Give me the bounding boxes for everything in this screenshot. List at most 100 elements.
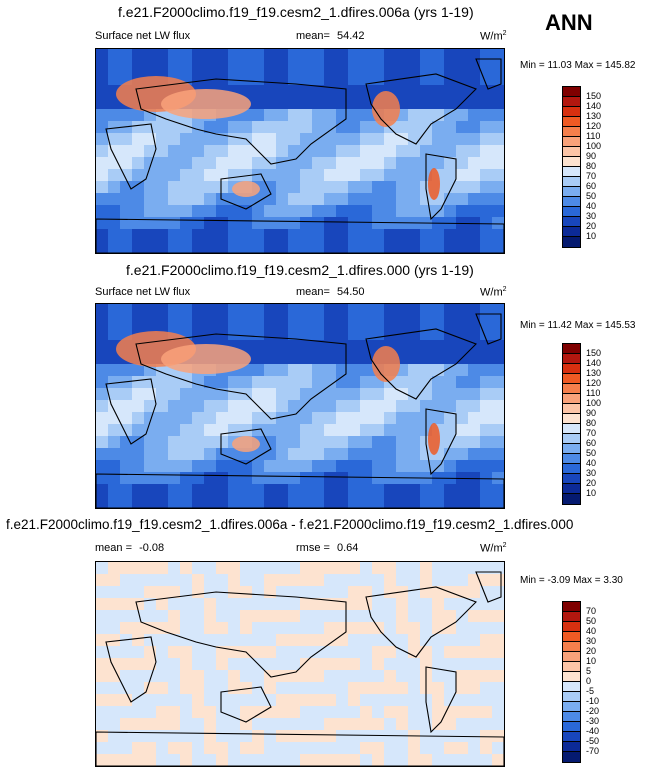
colorbar-swatch bbox=[563, 434, 580, 444]
colorbar-swatch bbox=[563, 672, 580, 682]
panel-1-map-field bbox=[96, 49, 504, 253]
colorbar-swatch bbox=[563, 354, 580, 364]
colorbar-swatch bbox=[563, 692, 580, 702]
colorbar-tick-label: 120 bbox=[586, 121, 602, 131]
colorbar-tick-label: 30 bbox=[586, 636, 597, 646]
panel-1-variable: Surface net LW flux bbox=[95, 30, 191, 42]
colorbar-swatch bbox=[563, 722, 580, 732]
colorbar-tick-label: 40 bbox=[586, 201, 597, 211]
panel-3-title: f.e21.F2000climo.f19_f19.cesm2_1.dfires.… bbox=[6, 517, 574, 532]
colorbar-swatch bbox=[563, 662, 580, 672]
units-exponent: 2 bbox=[502, 30, 507, 37]
colorbar-tick-label: 90 bbox=[586, 151, 597, 161]
colorbar-tick-label: 140 bbox=[586, 101, 602, 111]
panel-2-map-field bbox=[96, 304, 504, 508]
colorbar-swatch bbox=[563, 177, 580, 187]
colorbar-swatch bbox=[563, 622, 580, 632]
colorbar-swatch bbox=[563, 217, 580, 227]
panel-1-mean-label: mean= bbox=[296, 30, 330, 42]
colorbar-swatch bbox=[563, 107, 580, 117]
colorbar-tick-label: 20 bbox=[586, 478, 597, 488]
panel-1-minmax: Min = 11.03 Max = 145.82 bbox=[520, 60, 636, 71]
colorbar-swatch bbox=[563, 167, 580, 177]
colorbar-swatch bbox=[563, 642, 580, 652]
colorbar-tick-label: 70 bbox=[586, 428, 597, 438]
panel-3-mean-value: -0.08 bbox=[139, 542, 165, 554]
colorbar-tick-label: 30 bbox=[586, 468, 597, 478]
colorbar-tick-label: 60 bbox=[586, 181, 597, 191]
colorbar-swatch bbox=[563, 137, 580, 147]
panel-1-map bbox=[95, 48, 505, 254]
colorbar-swatch bbox=[563, 117, 580, 127]
panel-1-mean: mean= 54.42 bbox=[296, 30, 365, 42]
units-text: W/m bbox=[480, 30, 503, 43]
colorbar-tick-label: 80 bbox=[586, 161, 597, 171]
colorbar-swatch bbox=[563, 394, 580, 404]
colorbar-swatch bbox=[563, 484, 580, 494]
colorbar-tick-label: 0 bbox=[586, 676, 592, 686]
colorbar-tick-label: 10 bbox=[586, 231, 597, 241]
colorbar-swatch bbox=[563, 474, 580, 484]
colorbar-swatch bbox=[563, 632, 580, 642]
colorbar-swatch bbox=[563, 207, 580, 217]
colorbar-tick-label: 5 bbox=[586, 666, 592, 676]
colorbar-tick-label: 10 bbox=[586, 656, 597, 666]
colorbar-swatch bbox=[563, 752, 580, 762]
colorbar-tick-label: 20 bbox=[586, 221, 597, 231]
colorbar-swatch bbox=[563, 227, 580, 237]
colorbar-swatch bbox=[563, 494, 580, 504]
colorbar-tick-label: 50 bbox=[586, 191, 597, 201]
panel-2-variable: Surface net LW flux bbox=[95, 286, 191, 298]
panel-3-colorbar bbox=[562, 601, 581, 763]
units-exponent: 2 bbox=[502, 286, 507, 293]
colorbar-tick-label: 60 bbox=[586, 438, 597, 448]
colorbar-tick-label: 150 bbox=[586, 348, 602, 358]
panel-2-colorbar bbox=[562, 343, 581, 505]
colorbar-tick-label: -30 bbox=[586, 716, 600, 726]
panel-1-mean-value: 54.42 bbox=[337, 30, 365, 42]
colorbar-swatch bbox=[563, 612, 580, 622]
colorbar-swatch bbox=[563, 374, 580, 384]
colorbar-swatch bbox=[563, 742, 580, 752]
panel-2-units: W/m2 bbox=[480, 286, 507, 299]
colorbar-swatch bbox=[563, 197, 580, 207]
colorbar-tick-label: 130 bbox=[586, 368, 602, 378]
colorbar-tick-label: -40 bbox=[586, 726, 600, 736]
colorbar-swatch bbox=[563, 157, 580, 167]
colorbar-swatch bbox=[563, 384, 580, 394]
colorbar-tick-label: 100 bbox=[586, 398, 602, 408]
panel-3-rmse: rmse = 0.64 bbox=[296, 542, 358, 554]
panel-2-mean-value: 54.50 bbox=[337, 286, 365, 298]
colorbar-swatch bbox=[563, 364, 580, 374]
colorbar-tick-label: 120 bbox=[586, 378, 602, 388]
colorbar-tick-label: 100 bbox=[586, 141, 602, 151]
colorbar-swatch bbox=[563, 712, 580, 722]
colorbar-swatch bbox=[563, 404, 580, 414]
colorbar-tick-label: 90 bbox=[586, 408, 597, 418]
panel-3-rmse-label: rmse = bbox=[296, 542, 330, 554]
colorbar-swatch bbox=[563, 454, 580, 464]
colorbar-swatch bbox=[563, 127, 580, 137]
panel-1-title: f.e21.F2000climo.f19_f19.cesm2_1.dfires.… bbox=[118, 4, 474, 20]
panel-3-units: W/m2 bbox=[480, 542, 507, 555]
colorbar-tick-label: -10 bbox=[586, 696, 600, 706]
season-label: ANN bbox=[545, 10, 593, 35]
colorbar-swatch bbox=[563, 602, 580, 612]
colorbar-swatch bbox=[563, 87, 580, 97]
panel-3-mean-label: mean = bbox=[95, 542, 132, 554]
panel-1-units: W/m2 bbox=[480, 30, 507, 43]
panel-3-map-field bbox=[96, 562, 504, 766]
colorbar-tick-label: -70 bbox=[586, 746, 600, 756]
panel-1-colorbar bbox=[562, 86, 581, 248]
units-exponent: 2 bbox=[502, 542, 507, 549]
colorbar-tick-label: -20 bbox=[586, 706, 600, 716]
colorbar-tick-label: 50 bbox=[586, 616, 597, 626]
colorbar-tick-label: 40 bbox=[586, 458, 597, 468]
colorbar-swatch bbox=[563, 732, 580, 742]
units-text: W/m bbox=[480, 542, 503, 555]
colorbar-tick-label: 150 bbox=[586, 91, 602, 101]
colorbar-tick-label: 30 bbox=[586, 211, 597, 221]
colorbar-swatch bbox=[563, 97, 580, 107]
colorbar-swatch bbox=[563, 652, 580, 662]
colorbar-tick-label: 40 bbox=[586, 626, 597, 636]
